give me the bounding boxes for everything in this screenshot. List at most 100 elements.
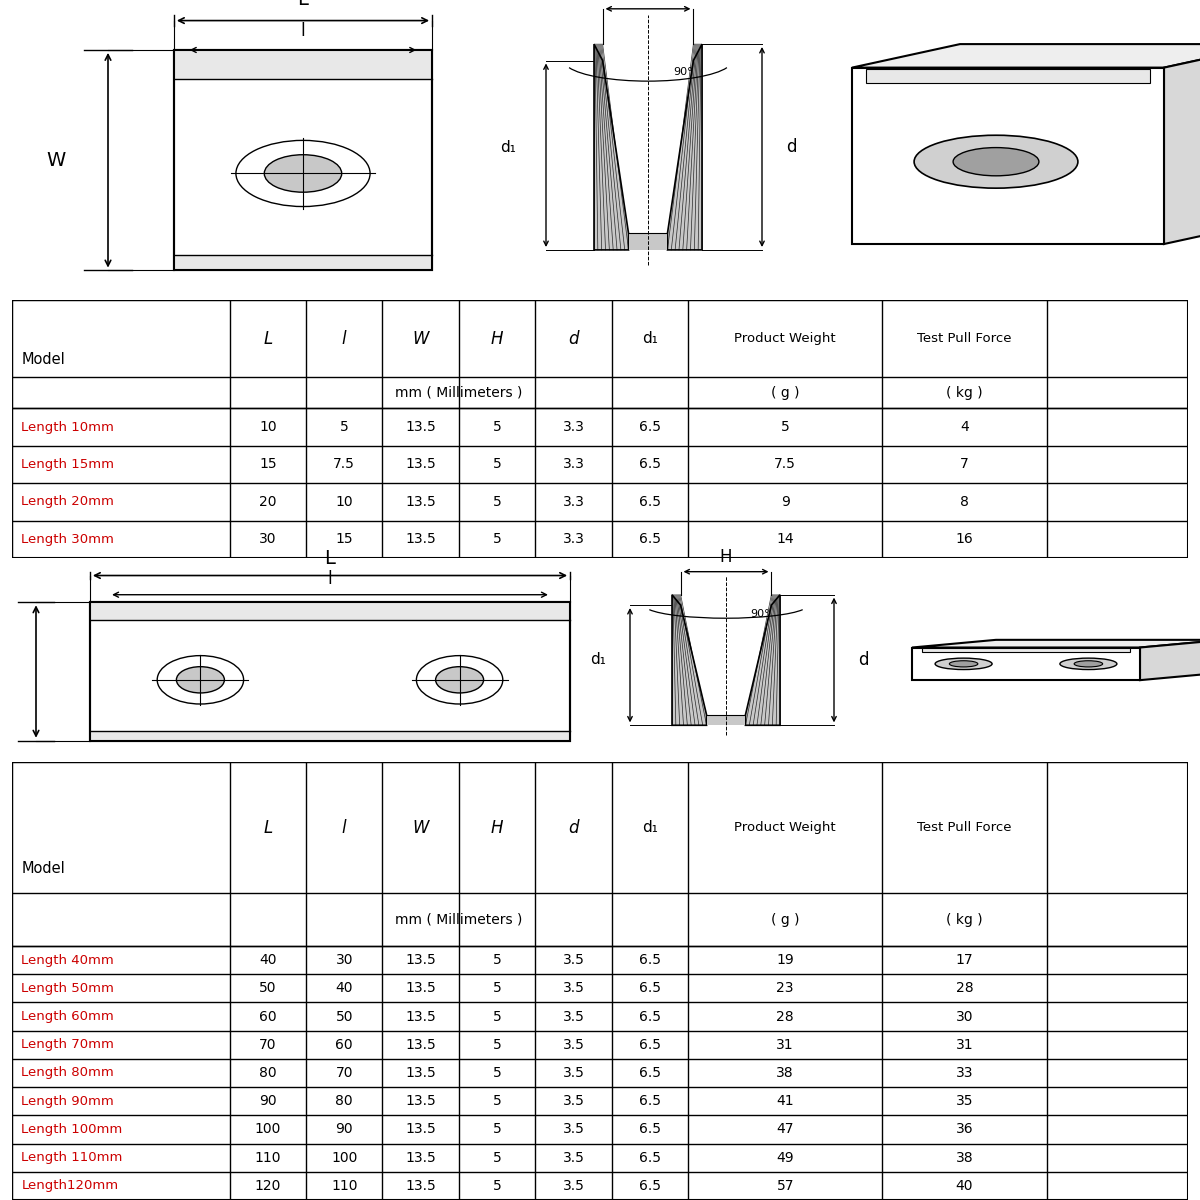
- Text: L: L: [263, 330, 272, 348]
- Bar: [922, 648, 1130, 653]
- Ellipse shape: [416, 655, 503, 704]
- Polygon shape: [707, 715, 745, 725]
- Text: 100: 100: [254, 1122, 281, 1136]
- Text: ( g ): ( g ): [770, 386, 799, 400]
- Text: 110: 110: [254, 1151, 281, 1165]
- Text: 13.5: 13.5: [406, 982, 436, 995]
- Polygon shape: [1140, 640, 1200, 680]
- Text: W: W: [413, 818, 428, 836]
- Text: 30: 30: [956, 1009, 973, 1024]
- Text: 4: 4: [960, 420, 968, 434]
- Text: 13.5: 13.5: [406, 1122, 436, 1136]
- Text: 110: 110: [331, 1178, 358, 1193]
- Text: 60: 60: [336, 1038, 353, 1051]
- Text: 6.5: 6.5: [638, 1038, 661, 1051]
- Text: 5: 5: [493, 1094, 502, 1109]
- Text: 38: 38: [955, 1151, 973, 1165]
- Text: 36: 36: [955, 1122, 973, 1136]
- Text: 9: 9: [781, 494, 790, 509]
- Ellipse shape: [264, 155, 342, 192]
- Text: 19: 19: [776, 953, 794, 967]
- Text: 13.5: 13.5: [406, 1178, 436, 1193]
- Bar: [90, 602, 570, 740]
- Text: 3.5: 3.5: [563, 953, 584, 967]
- Bar: [174, 256, 432, 270]
- Text: 90°: 90°: [673, 67, 692, 77]
- Text: 40: 40: [956, 1178, 973, 1193]
- Text: 40: 40: [259, 953, 276, 967]
- Text: l: l: [342, 818, 347, 836]
- Text: 90°: 90°: [750, 610, 770, 619]
- Ellipse shape: [176, 667, 224, 692]
- Text: d: d: [569, 818, 578, 836]
- Bar: [174, 50, 432, 79]
- Text: Length 20mm: Length 20mm: [22, 496, 114, 509]
- Text: 3.5: 3.5: [563, 1122, 584, 1136]
- Text: 5: 5: [493, 533, 502, 546]
- Ellipse shape: [1074, 661, 1103, 667]
- Text: 49: 49: [776, 1151, 794, 1165]
- Text: 5: 5: [340, 420, 348, 434]
- Text: Length 60mm: Length 60mm: [22, 1010, 114, 1024]
- Polygon shape: [594, 44, 629, 250]
- Text: ( g ): ( g ): [770, 913, 799, 926]
- Text: 70: 70: [259, 1038, 276, 1051]
- Text: 3.5: 3.5: [563, 1151, 584, 1165]
- Text: H: H: [491, 818, 503, 836]
- Text: 6.5: 6.5: [638, 1009, 661, 1024]
- Text: Test Pull Force: Test Pull Force: [917, 332, 1012, 346]
- Text: 23: 23: [776, 982, 794, 995]
- Text: Length 30mm: Length 30mm: [22, 533, 114, 546]
- Text: mm ( Millimeters ): mm ( Millimeters ): [395, 386, 522, 400]
- Text: d₁: d₁: [642, 331, 658, 346]
- Text: 15: 15: [259, 457, 276, 472]
- Text: 13.5: 13.5: [406, 457, 436, 472]
- Text: 5: 5: [493, 1178, 502, 1193]
- Text: 13.5: 13.5: [406, 1066, 436, 1080]
- Bar: [90, 602, 570, 740]
- Ellipse shape: [949, 661, 978, 667]
- Text: 3.5: 3.5: [563, 1178, 584, 1193]
- Text: 7.5: 7.5: [334, 457, 355, 472]
- Text: l: l: [342, 330, 347, 348]
- Polygon shape: [912, 648, 1140, 680]
- Text: d₁: d₁: [642, 821, 658, 835]
- Text: 5: 5: [493, 1151, 502, 1165]
- Polygon shape: [852, 44, 1200, 67]
- Polygon shape: [745, 595, 780, 725]
- Text: 3.5: 3.5: [563, 1038, 584, 1051]
- Text: 100: 100: [331, 1151, 358, 1165]
- Bar: [90, 602, 570, 620]
- Text: 6.5: 6.5: [638, 1151, 661, 1165]
- Text: d: d: [786, 138, 797, 156]
- Text: 5: 5: [493, 494, 502, 509]
- Ellipse shape: [953, 148, 1039, 176]
- Text: 30: 30: [336, 953, 353, 967]
- Text: Model: Model: [22, 860, 65, 876]
- Text: 3.3: 3.3: [563, 457, 584, 472]
- Text: H: H: [491, 330, 503, 348]
- Text: 3.3: 3.3: [563, 420, 584, 434]
- Text: 6.5: 6.5: [638, 457, 661, 472]
- Text: Length120mm: Length120mm: [22, 1180, 119, 1193]
- Text: 13.5: 13.5: [406, 420, 436, 434]
- Text: 70: 70: [336, 1066, 353, 1080]
- Text: 3.5: 3.5: [563, 1094, 584, 1109]
- Text: Length 80mm: Length 80mm: [22, 1067, 114, 1080]
- Text: Product Weight: Product Weight: [734, 821, 836, 834]
- Text: d: d: [569, 330, 578, 348]
- Text: 31: 31: [776, 1038, 794, 1051]
- Text: 3.5: 3.5: [563, 1066, 584, 1080]
- Ellipse shape: [935, 658, 992, 670]
- Text: 6.5: 6.5: [638, 533, 661, 546]
- Text: 10: 10: [259, 420, 276, 434]
- Text: L: L: [263, 818, 272, 836]
- Text: 5: 5: [493, 1038, 502, 1051]
- Text: 6.5: 6.5: [638, 1122, 661, 1136]
- Text: 28: 28: [955, 982, 973, 995]
- Text: Model: Model: [22, 352, 65, 367]
- Polygon shape: [852, 67, 1164, 244]
- Text: 14: 14: [776, 533, 794, 546]
- Text: 90: 90: [336, 1122, 353, 1136]
- Text: 35: 35: [956, 1094, 973, 1109]
